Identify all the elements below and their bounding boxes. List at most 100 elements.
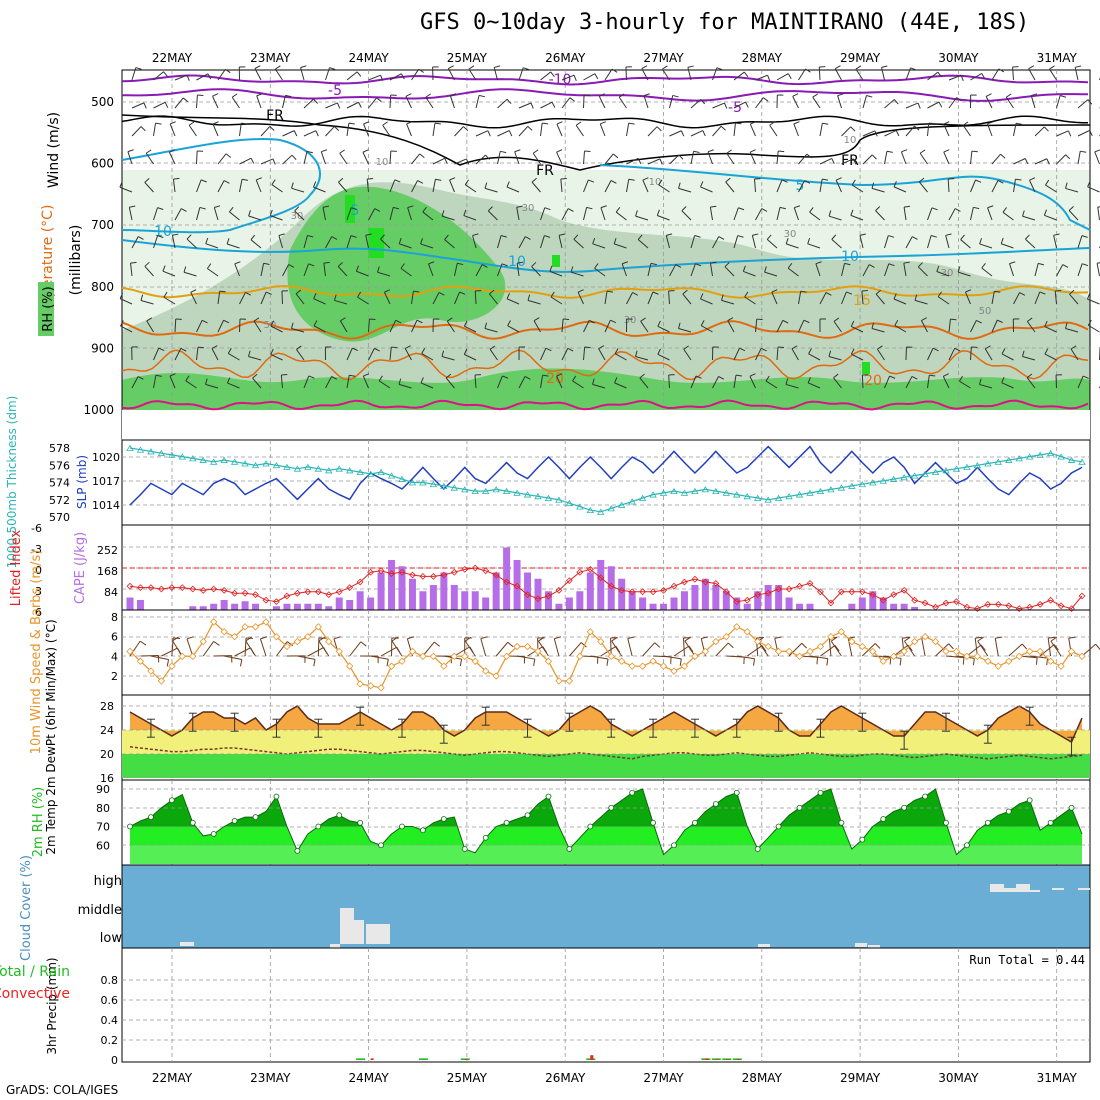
wind-barb-flag bbox=[532, 149, 539, 154]
temp-axis-label: 2m Temp 2m DewPt (6hr Min/Max) (°C) bbox=[44, 619, 58, 854]
wind-barb-flag bbox=[573, 234, 579, 240]
wind-barb bbox=[700, 186, 713, 193]
wind-barb-flag bbox=[800, 290, 807, 293]
wind-barb-flag bbox=[921, 317, 927, 321]
wind-barb-flag bbox=[634, 350, 638, 357]
wind-barb-flag bbox=[357, 291, 362, 298]
wind-barb-flag bbox=[468, 65, 475, 70]
wind-barb bbox=[497, 263, 503, 277]
cape-bar bbox=[241, 601, 249, 610]
rh-marker bbox=[399, 823, 405, 830]
thickness-marker bbox=[963, 463, 971, 470]
wind-barb bbox=[987, 207, 993, 221]
wind-barb-flag bbox=[919, 177, 925, 183]
rh-marker bbox=[168, 797, 175, 804]
wind-barb bbox=[962, 124, 971, 137]
wind-speed-marker bbox=[492, 672, 500, 680]
wind-barb-flag bbox=[293, 130, 298, 137]
wind-barb bbox=[991, 68, 1000, 81]
wind-barb bbox=[540, 123, 543, 137]
wind-barb-flag bbox=[245, 291, 252, 296]
wind-barb-flag bbox=[610, 180, 617, 184]
li-marker bbox=[283, 592, 291, 600]
wind-barb-flag bbox=[256, 177, 262, 181]
wind-barb bbox=[818, 66, 821, 81]
wind-barb bbox=[325, 236, 333, 249]
wind-barb bbox=[594, 267, 606, 277]
thickness-marker bbox=[931, 468, 940, 476]
wind-barb bbox=[905, 125, 915, 137]
wind-barb-flag bbox=[981, 262, 986, 269]
wind-barb-flag bbox=[200, 179, 207, 183]
thickness-marker bbox=[502, 487, 511, 495]
wind-tick-label: 2 bbox=[111, 670, 118, 683]
thickness-marker bbox=[314, 465, 323, 472]
wind-barb bbox=[131, 126, 142, 137]
wind-barb-flag bbox=[917, 102, 921, 109]
rh2m-axis-label: 2m RH (%) bbox=[31, 787, 46, 858]
wind-barb-flag bbox=[960, 75, 964, 81]
wind-barb bbox=[712, 125, 722, 137]
wind-barb-flag bbox=[871, 182, 875, 189]
rh-marker bbox=[1047, 819, 1054, 826]
wind-speed-marker bbox=[241, 623, 249, 631]
thickness-marker bbox=[827, 486, 835, 493]
wind-barb bbox=[196, 207, 201, 221]
li-marker bbox=[513, 582, 521, 590]
wind-barb-10m bbox=[945, 655, 964, 659]
wind-barb-10m-flag bbox=[962, 657, 965, 665]
wind-barb-flag bbox=[270, 348, 274, 355]
wind-barb bbox=[583, 94, 585, 109]
thickness-marker bbox=[189, 455, 197, 462]
wind-barb bbox=[518, 376, 526, 389]
thickness-marker bbox=[921, 470, 929, 477]
wind-barb bbox=[506, 186, 520, 193]
wind-barb-flag bbox=[572, 375, 577, 382]
wind-barb-flag bbox=[700, 293, 704, 300]
wind-barb-flag bbox=[291, 182, 294, 189]
wind-barb-10m bbox=[516, 655, 535, 660]
wind-barb bbox=[841, 126, 852, 137]
wind-barb bbox=[943, 123, 950, 137]
wind-barb-flag bbox=[380, 74, 384, 81]
wind-barb bbox=[635, 356, 649, 361]
wind-barb bbox=[561, 97, 571, 109]
wind-barb-flag bbox=[542, 122, 549, 125]
wind-barb-10m bbox=[1081, 643, 1096, 657]
li-marker bbox=[879, 596, 887, 604]
wind-barb bbox=[484, 328, 498, 333]
wind-barb-10m-flag bbox=[977, 636, 984, 642]
cape-bar bbox=[639, 597, 647, 610]
wind-barb-flag bbox=[551, 101, 556, 108]
thickness-marker bbox=[858, 480, 867, 488]
thickness-marker bbox=[764, 496, 772, 503]
wind-barb-flag bbox=[542, 374, 549, 377]
wind-barb-flag bbox=[428, 261, 435, 265]
wind-barb bbox=[637, 239, 649, 249]
wind-barb bbox=[256, 95, 262, 109]
li-marker bbox=[722, 588, 730, 596]
wind-barb-10m bbox=[161, 647, 178, 657]
wind-barb bbox=[303, 235, 308, 249]
li-marker bbox=[796, 582, 803, 590]
contour-label: FR bbox=[266, 108, 284, 124]
wind-barb-flag bbox=[155, 374, 162, 377]
wind-barb-10m bbox=[224, 655, 242, 660]
wind-barb bbox=[323, 263, 326, 277]
cape-bar bbox=[743, 603, 751, 610]
wind-barb bbox=[1013, 292, 1021, 305]
wind-barb-flag bbox=[472, 233, 479, 236]
wind-barb-flag bbox=[1001, 348, 1006, 355]
rh-marker bbox=[378, 842, 384, 849]
wind-barb-flag bbox=[365, 233, 372, 236]
wind-barb bbox=[828, 356, 842, 361]
wind-barb bbox=[560, 179, 563, 193]
wind-barb bbox=[556, 123, 563, 137]
wind-barb-flag bbox=[1097, 206, 1100, 208]
wind-barb bbox=[325, 102, 338, 109]
thickness-marker bbox=[345, 467, 354, 474]
wind-barb bbox=[914, 299, 928, 305]
thickness-marker bbox=[816, 487, 825, 495]
wind-barb bbox=[229, 211, 240, 221]
wind-speed-marker bbox=[157, 677, 166, 685]
